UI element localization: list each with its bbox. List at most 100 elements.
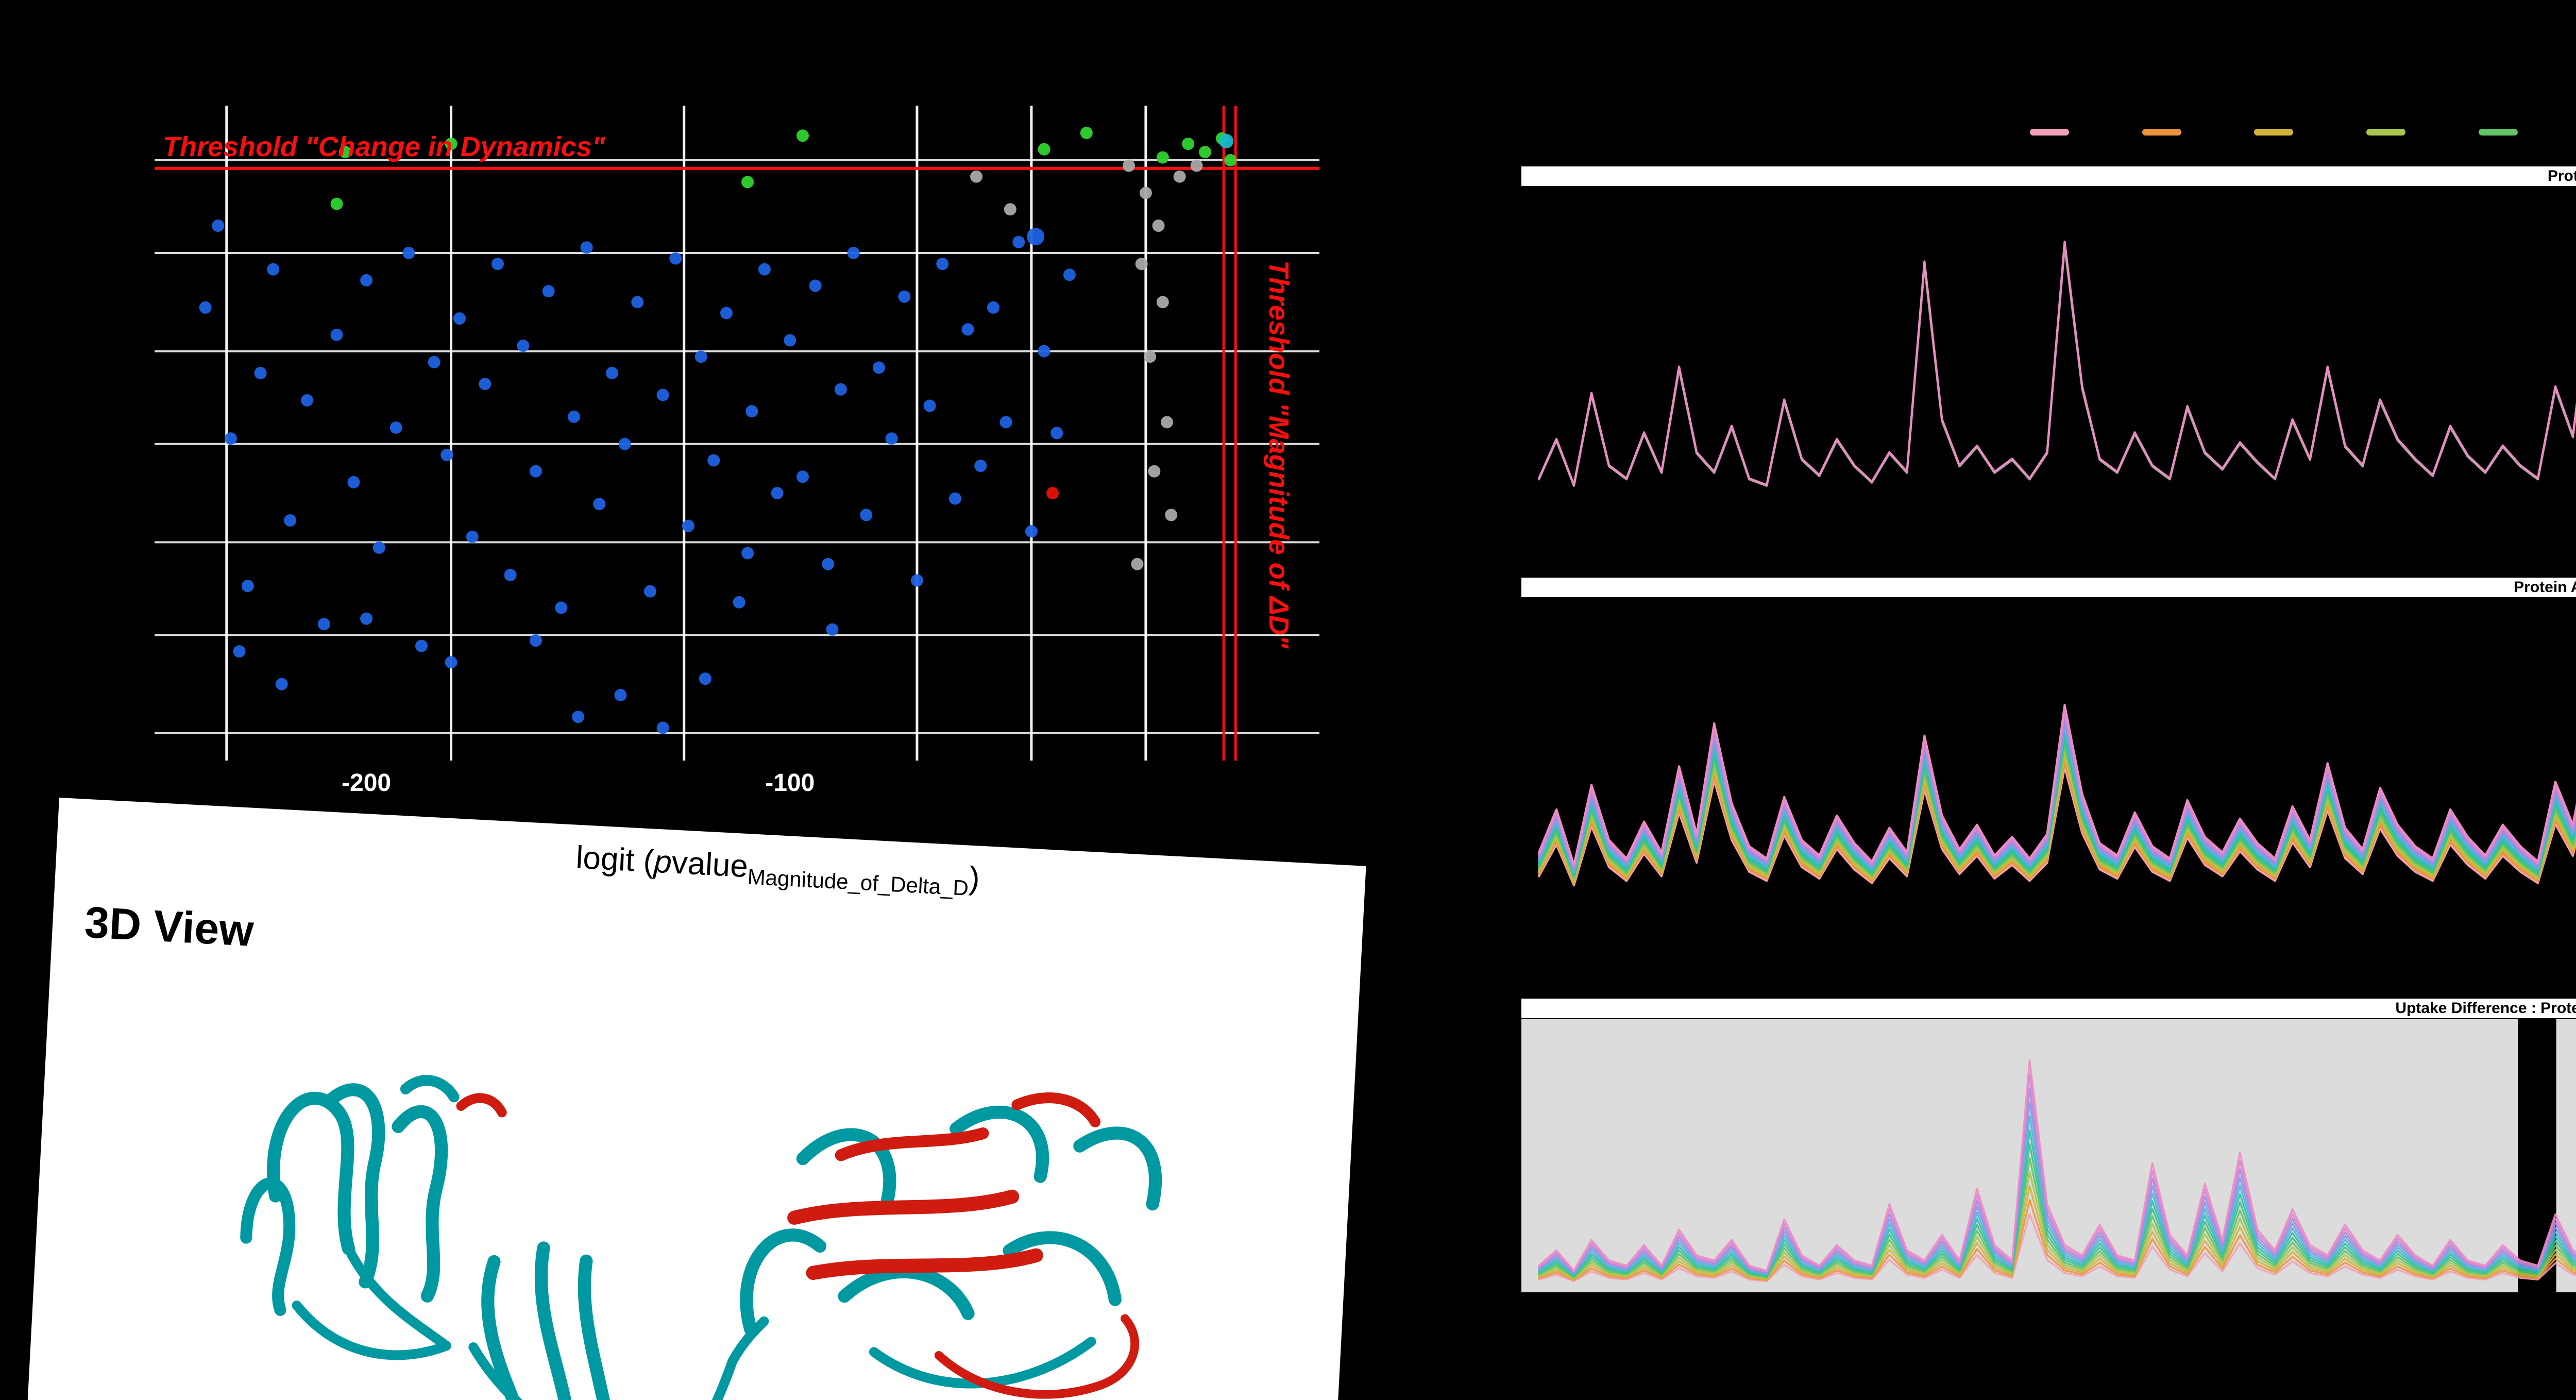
volcano-plot[interactable]: Threshold "Change in Dynamics" Threshold … bbox=[155, 106, 1319, 761]
scatter-point[interactable] bbox=[593, 498, 606, 511]
scatter-point[interactable] bbox=[1135, 258, 1148, 271]
scatter-point[interactable] bbox=[199, 301, 212, 314]
scatter-point[interactable] bbox=[614, 688, 627, 701]
scatter-point[interactable] bbox=[948, 492, 961, 505]
scatter-point[interactable] bbox=[1199, 146, 1212, 159]
scatter-point[interactable] bbox=[1224, 154, 1237, 166]
scatter-point[interactable] bbox=[1025, 525, 1038, 538]
scatter-point[interactable] bbox=[847, 246, 860, 259]
scatter-point[interactable] bbox=[809, 279, 822, 292]
scatter-point[interactable] bbox=[428, 356, 440, 368]
scatter-point[interactable] bbox=[1012, 235, 1025, 248]
scatter-point[interactable] bbox=[923, 399, 936, 412]
scatter-point[interactable] bbox=[707, 454, 720, 467]
scatter-point[interactable] bbox=[254, 366, 267, 379]
scatter-point[interactable] bbox=[338, 146, 351, 159]
scatter-point[interactable] bbox=[445, 138, 457, 150]
scatter-point[interactable] bbox=[241, 580, 254, 593]
scatter-point[interactable] bbox=[347, 476, 360, 488]
scatter-point[interactable] bbox=[572, 711, 585, 723]
scatter-point[interactable] bbox=[741, 547, 754, 560]
scatter-point[interactable] bbox=[796, 129, 809, 142]
scatter-point[interactable] bbox=[1139, 187, 1152, 199]
scatter-point[interactable] bbox=[1161, 416, 1174, 429]
uptake-chart-protein-a-ligand[interactable] bbox=[1521, 601, 2576, 956]
legend-swatch[interactable] bbox=[2254, 129, 2294, 136]
scatter-point[interactable] bbox=[1038, 345, 1050, 358]
scatter-point[interactable] bbox=[1182, 138, 1195, 150]
scatter-point[interactable] bbox=[872, 361, 885, 374]
scatter-point[interactable] bbox=[479, 378, 492, 391]
scatter-point[interactable] bbox=[330, 197, 343, 210]
scatter-point[interactable] bbox=[656, 389, 669, 401]
scatter-point[interactable] bbox=[466, 530, 479, 543]
scatter-point[interactable] bbox=[784, 334, 796, 347]
scatter-point[interactable] bbox=[885, 432, 898, 445]
scatter-point[interactable] bbox=[741, 176, 754, 189]
scatter-point[interactable] bbox=[284, 514, 297, 527]
legend-swatch[interactable] bbox=[2366, 129, 2405, 136]
scatter-point[interactable] bbox=[445, 656, 457, 669]
scatter-point[interactable] bbox=[1190, 159, 1203, 172]
scatter-point[interactable] bbox=[1046, 487, 1059, 500]
legend-swatch[interactable] bbox=[2030, 129, 2069, 136]
scatter-point[interactable] bbox=[1004, 203, 1016, 216]
scatter-point[interactable] bbox=[389, 421, 402, 434]
legend-swatch[interactable] bbox=[2478, 129, 2518, 136]
scatter-point[interactable] bbox=[758, 263, 771, 276]
scatter-point[interactable] bbox=[453, 312, 466, 325]
scatter-point[interactable] bbox=[1063, 268, 1076, 281]
scatter-point[interactable] bbox=[1156, 296, 1169, 309]
scatter-point[interactable] bbox=[834, 383, 847, 396]
scatter-point[interactable] bbox=[974, 460, 987, 473]
protein-ribbon-3d-viewer[interactable] bbox=[156, 974, 1264, 1400]
scatter-point[interactable] bbox=[656, 721, 669, 734]
scatter-point[interactable] bbox=[415, 639, 428, 652]
legend-swatch[interactable] bbox=[2142, 129, 2181, 136]
scatter-point[interactable] bbox=[618, 437, 631, 450]
scatter-point[interactable] bbox=[555, 601, 568, 614]
scatter-point[interactable] bbox=[910, 574, 923, 587]
uptake-difference-chart[interactable] bbox=[1521, 1019, 2576, 1297]
scatter-point[interactable] bbox=[529, 465, 542, 478]
scatter-point[interactable] bbox=[1173, 170, 1186, 183]
scatter-point[interactable] bbox=[860, 509, 873, 521]
scatter-point[interactable] bbox=[1148, 465, 1161, 478]
scatter-point[interactable] bbox=[224, 432, 237, 445]
scatter-point[interactable] bbox=[275, 678, 288, 690]
scatter-point[interactable] bbox=[669, 252, 682, 265]
scatter-point[interactable] bbox=[1156, 151, 1169, 164]
uptake-chart-protein-a[interactable] bbox=[1521, 195, 2576, 555]
scatter-point[interactable] bbox=[1131, 558, 1144, 570]
scatter-point[interactable] bbox=[631, 296, 644, 309]
scatter-point[interactable] bbox=[1152, 220, 1165, 232]
scatter-point[interactable] bbox=[745, 405, 758, 418]
scatter-point[interactable] bbox=[699, 672, 711, 685]
scatter-point[interactable] bbox=[733, 596, 745, 609]
scatter-point[interactable] bbox=[504, 568, 517, 581]
scatter-point[interactable] bbox=[402, 246, 415, 259]
scatter-point[interactable] bbox=[233, 645, 246, 658]
scatter-point[interactable] bbox=[1050, 427, 1063, 440]
scatter-point[interactable] bbox=[1027, 228, 1045, 246]
scatter-point[interactable] bbox=[567, 410, 580, 423]
scatter-point[interactable] bbox=[1038, 143, 1050, 156]
scatter-point[interactable] bbox=[822, 558, 835, 570]
scatter-point[interactable] bbox=[605, 366, 618, 379]
scatter-point[interactable] bbox=[987, 301, 999, 314]
scatter-point[interactable] bbox=[330, 328, 343, 341]
scatter-point[interactable] bbox=[317, 618, 330, 631]
scatter-point[interactable] bbox=[517, 340, 530, 352]
scatter-point[interactable] bbox=[1165, 509, 1178, 521]
scatter-point[interactable] bbox=[694, 350, 707, 363]
scatter-point[interactable] bbox=[1219, 133, 1234, 148]
scatter-point[interactable] bbox=[771, 487, 784, 500]
scatter-point[interactable] bbox=[961, 323, 974, 336]
scatter-point[interactable] bbox=[360, 274, 373, 286]
scatter-point[interactable] bbox=[529, 634, 542, 647]
scatter-point[interactable] bbox=[898, 290, 911, 303]
scatter-point[interactable] bbox=[372, 541, 385, 554]
scatter-point[interactable] bbox=[643, 585, 656, 598]
scatter-point[interactable] bbox=[491, 258, 504, 271]
scatter-point[interactable] bbox=[1123, 159, 1136, 172]
